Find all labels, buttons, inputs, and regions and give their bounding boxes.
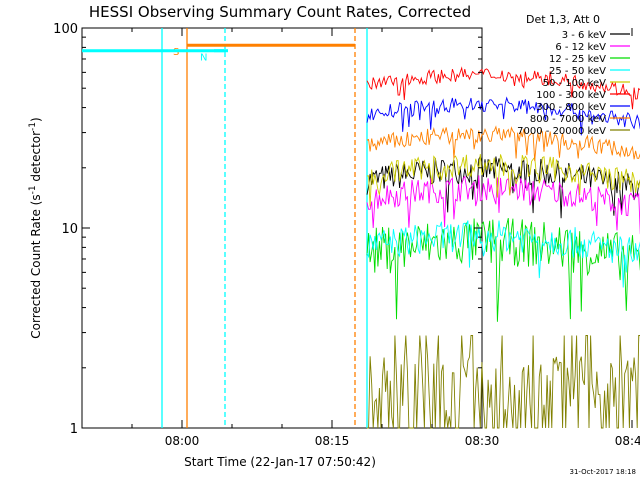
y-tick-label: 100: [53, 22, 78, 37]
legend-label-3: 12 - 25 keV: [549, 54, 606, 65]
series-line-1: [366, 154, 640, 219]
y-axis-label-part2: detector: [29, 131, 43, 186]
footer-timestamp: 31-Oct-2017 18:18: [570, 468, 636, 476]
y-tick-label: 1: [70, 422, 78, 437]
y-axis-label-part1: Corrected Count Rate (s: [29, 194, 43, 338]
vertical-markers: [161, 28, 368, 428]
y-axis-label-sup1: -1: [28, 185, 38, 194]
marker-label-n: N: [200, 53, 207, 64]
legend-label-6: 100 - 300 keV: [536, 90, 606, 101]
y-axis-ticks: 1 10 100: [53, 22, 482, 437]
series-line-9: [367, 335, 640, 429]
series-line-4: [366, 220, 640, 288]
series-line-2: [366, 175, 640, 235]
series-line-8: [366, 125, 640, 162]
legend-label-5: 50 - 100 keV: [543, 78, 607, 89]
y-axis-label-part3: ): [29, 117, 43, 122]
x-axis-label: Start Time (22-Jan-17 07:50:42): [184, 455, 376, 469]
legend-label-9: 7000 - 20000 keV: [517, 126, 606, 137]
marker-label-s: S: [173, 47, 179, 58]
y-tick-label: 10: [61, 222, 78, 237]
chart-title: HESSI Observing Summary Count Rates, Cor…: [89, 3, 471, 21]
legend-label-7: 300 - 800 keV: [536, 102, 606, 113]
x-tick-label: 08:45: [615, 434, 640, 448]
legend-title: Det 1,3, Att 0: [526, 13, 600, 26]
y-axis-label: Corrected Count Rate (s-1 detector-1): [28, 117, 43, 338]
series-line-3: [366, 217, 640, 322]
legend-label-1: 3 - 6 keV: [562, 30, 606, 41]
legend-label-4: 25 - 50 keV: [549, 66, 606, 77]
x-tick-label: 08:30: [465, 434, 500, 448]
legend-label-2: 6 - 12 keV: [555, 42, 606, 53]
series-group: [366, 66, 640, 429]
series-line-5: [366, 153, 640, 207]
y-axis-label-sup2: -1: [28, 122, 38, 131]
x-tick-label: 08:00: [165, 434, 200, 448]
series-line-6: [366, 66, 640, 110]
series-line-7: [366, 96, 640, 136]
x-tick-label: 08:15: [315, 434, 350, 448]
legend-label-8: 800 - 7000 keV: [530, 114, 606, 125]
